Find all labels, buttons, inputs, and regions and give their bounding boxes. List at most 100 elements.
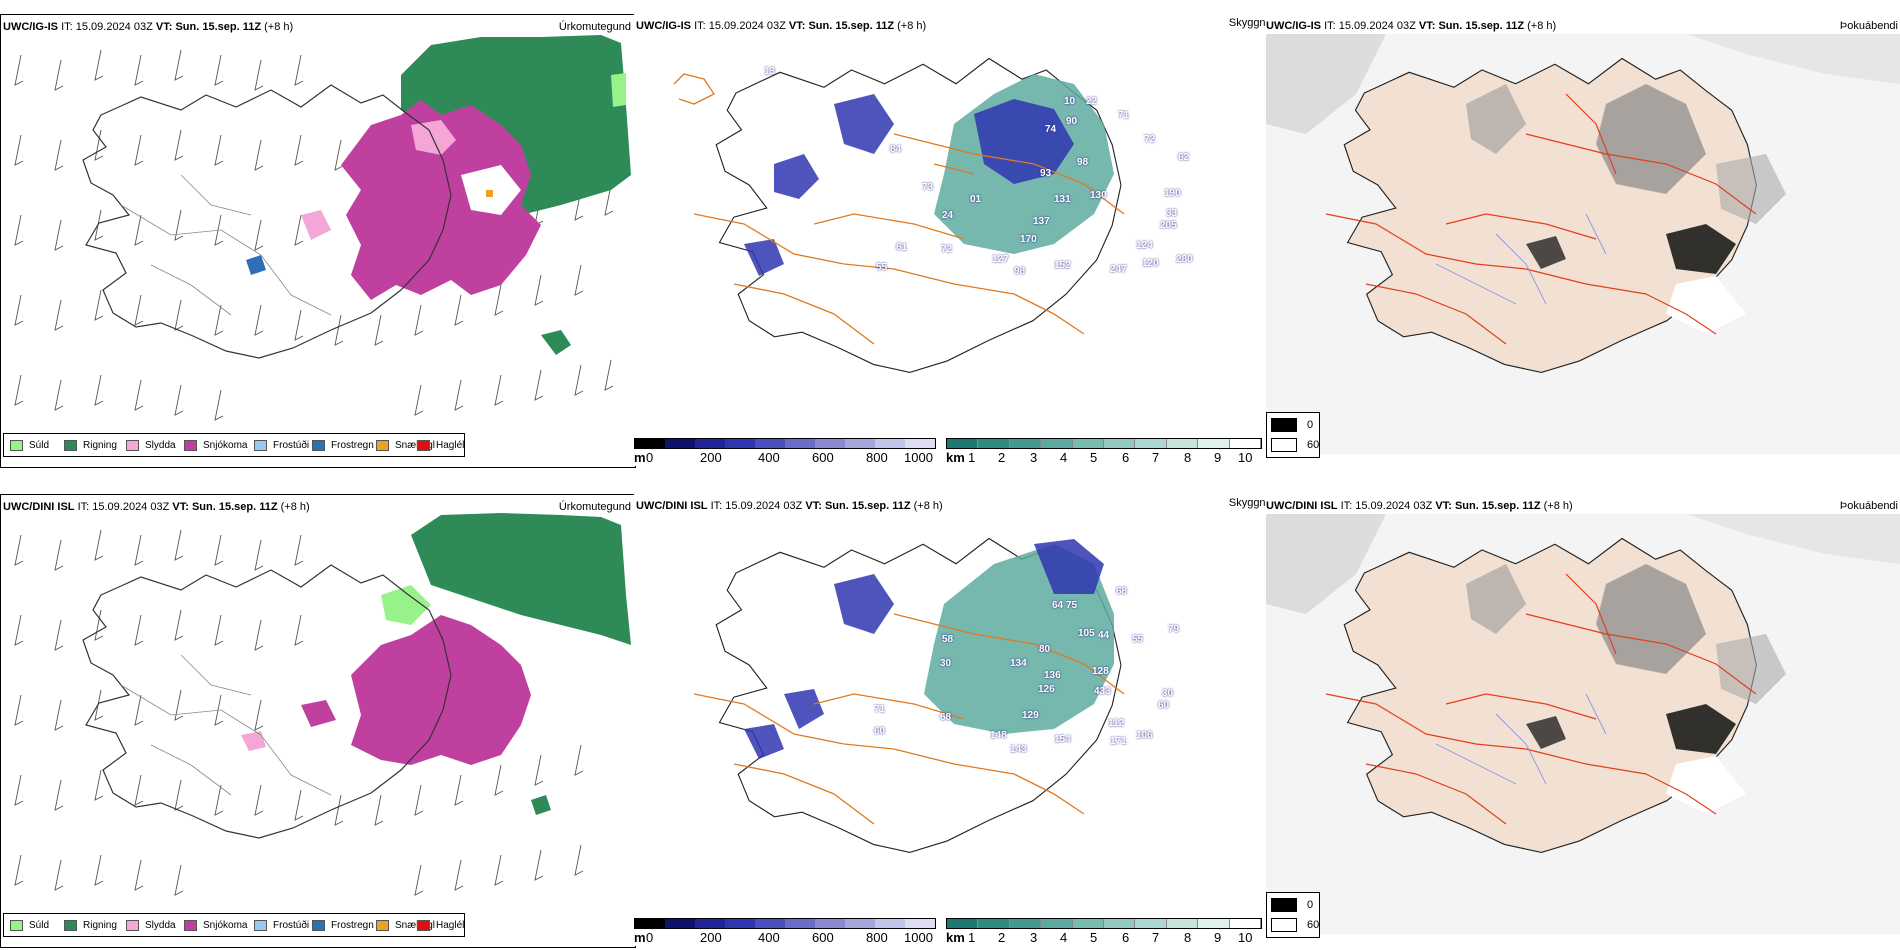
vt-value: Sun. 15.sep. 11Z: [1454, 500, 1541, 512]
vt-label: VT:: [1418, 20, 1436, 32]
vis-label: 98: [1077, 157, 1089, 168]
it-label: IT:: [61, 21, 73, 33]
vis-label: 190: [1164, 188, 1181, 199]
colorbar-segment: [905, 919, 935, 928]
vt-value: Sun. 15.sep. 11Z: [175, 21, 262, 33]
cover-label: 13: [764, 66, 776, 77]
legend-item: Snjókoma: [184, 914, 247, 936]
model-name: UWC/IG-IS: [1266, 20, 1321, 32]
fog-index-panel-bottom: UWC/DINI ISL IT: 15.09.2024 03Z VT: Sun.…: [1266, 494, 1900, 946]
vis-label: 205: [1160, 220, 1177, 231]
vis-label: 170: [1020, 234, 1037, 245]
it-label: IT:: [1324, 20, 1336, 32]
legend-item: Snæhagl: [376, 434, 435, 456]
height-tick: 800: [866, 450, 888, 465]
height-cbar-strip: [634, 438, 936, 449]
vis-tick: 2: [998, 930, 1006, 945]
fog-swatch: [1271, 898, 1297, 912]
legend-item: Haglél: [417, 914, 464, 936]
lead-time: (+8 h): [1543, 500, 1573, 512]
precip-map: [14, 35, 631, 421]
colorbar-segment: [1166, 919, 1199, 928]
vt-label: VT:: [788, 20, 806, 32]
vis-label: 105: [1078, 628, 1095, 639]
vis-cbar-strip: [946, 918, 1262, 929]
header-info: UWC/DINI ISL IT: 15.09.2024 03Z VT: Sun.…: [3, 501, 310, 514]
height-tick: 600: [812, 930, 834, 945]
colorbar-segment: [785, 919, 815, 928]
colorbar-segment: [755, 439, 785, 448]
precip-type-panel-top: UWC/IG-IS IT: 15.09.2024 03Z VT: Sun. 15…: [0, 14, 636, 468]
it-value: 15.09.2024 03Z: [708, 20, 786, 32]
vis-label: 33: [1166, 208, 1178, 219]
vis-label: 75: [1066, 600, 1078, 611]
vis-label: 84: [890, 144, 902, 155]
vt-label: VT:: [805, 500, 822, 512]
vis-label: 60: [874, 726, 886, 737]
vt-value: Sun. 15.sep. 11Z: [808, 20, 895, 32]
vis-label: 60: [1158, 700, 1170, 711]
fog-swatch: [1271, 418, 1297, 432]
vis-label: 433: [1094, 686, 1111, 697]
vis-label: 129: [1022, 710, 1039, 721]
vis-tick: 1: [968, 930, 976, 945]
colorbar-segment: [785, 439, 815, 448]
legend-swatch: [312, 919, 325, 931]
fog-legend: 0 60: [1266, 412, 1320, 458]
colorbar-segment: [815, 919, 845, 928]
vis-tick: 5: [1090, 930, 1098, 945]
colorbar-segment: [978, 439, 1010, 448]
colorbar-segment: [1104, 919, 1136, 928]
vis-tick: 7: [1152, 930, 1160, 945]
vis-label: 68: [1116, 586, 1128, 597]
vis-tick: 9: [1214, 450, 1222, 465]
lead-time: (+8 h): [913, 500, 943, 512]
lead-time: (+8 h): [280, 501, 310, 513]
legend-item: Frostúði: [254, 914, 309, 936]
colorbar-segment: [725, 439, 755, 448]
lead-time: (+8 h): [1527, 20, 1557, 32]
vis-label: 134: [1010, 658, 1027, 669]
legend-item: Haglél: [417, 434, 464, 456]
vis-label: 152: [1054, 260, 1071, 271]
precip-map: [14, 513, 631, 896]
vis-tick: 4: [1060, 450, 1068, 465]
vis-label: 74: [1045, 124, 1057, 135]
legend-item: Slydda: [126, 914, 176, 936]
colorbar-segment: [905, 439, 935, 448]
panel-title: Úrkomutegund: [558, 21, 631, 33]
vt-value: Sun. 15.sep. 11Z: [1438, 20, 1525, 32]
colorbar-segment: [1229, 919, 1262, 928]
vis-tick: 6: [1122, 930, 1130, 945]
vis-tick: 5: [1090, 450, 1098, 465]
header-info: UWC/IG-IS IT: 15.09.2024 03Z VT: Sun. 15…: [1266, 20, 1556, 33]
precip-type-panel-bottom: UWC/DINI ISL IT: 15.09.2024 03Z VT: Sun.…: [0, 494, 636, 948]
legend-swatch: [254, 439, 267, 451]
height-tick: 200: [700, 450, 722, 465]
height-tick: 200: [700, 930, 722, 945]
colorbar-segment: [845, 439, 875, 448]
panel-title: Þokuábendi: [1839, 500, 1898, 512]
colorbar-segment: [947, 439, 979, 448]
vis-label: 130: [1090, 190, 1107, 201]
it-label: IT:: [77, 501, 90, 513]
vis-label: 73: [922, 182, 934, 193]
legend-swatch: [10, 439, 23, 451]
height-cbar-strip: [634, 918, 936, 929]
colorbar-segment: [1198, 439, 1230, 448]
vis-tick: 7: [1152, 450, 1160, 465]
legend-swatch: [64, 919, 77, 931]
colorbar-segment: [695, 439, 725, 448]
legend-swatch: [184, 439, 197, 451]
panel-title: Skyggni: [1228, 17, 1266, 29]
it-value: 15.09.2024 03Z: [1355, 500, 1433, 512]
model-name: UWC/IG-IS: [636, 20, 691, 32]
legend-item: Snæhagl: [376, 914, 435, 936]
colorbar-segment: [1229, 439, 1262, 448]
vis-unit: km: [946, 450, 965, 465]
vis-label: 120: [1142, 258, 1159, 269]
colorbar-segment: [635, 919, 665, 928]
it-value: 15.09.2024 03Z: [725, 500, 803, 512]
vis-label: 124: [1136, 240, 1153, 251]
fog-legend-item: 0: [1271, 418, 1313, 432]
